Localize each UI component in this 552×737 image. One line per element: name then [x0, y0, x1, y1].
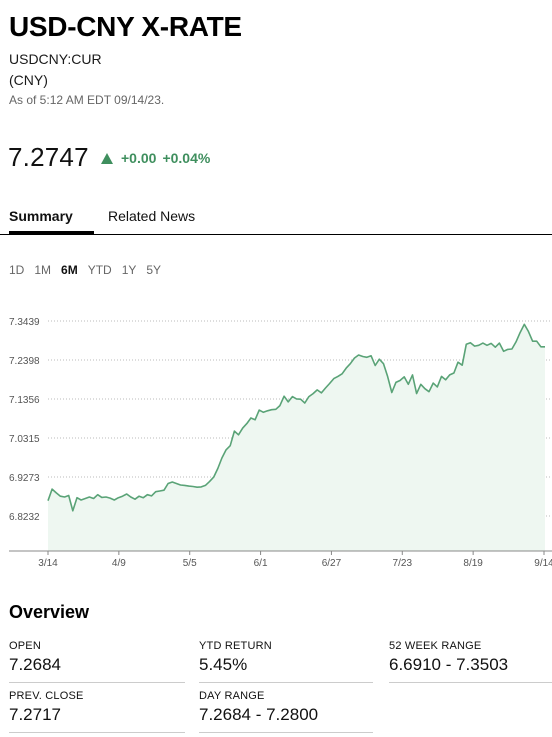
- overview-title: Overview: [9, 602, 90, 622]
- active-tab-indicator: [9, 231, 94, 234]
- stat-value: 7.2717: [9, 705, 61, 724]
- stat-label: YTD RETURN: [199, 640, 272, 652]
- series-area-fill: [48, 324, 545, 551]
- stat-label: DAY RANGE: [199, 690, 265, 702]
- y-tick-label: 6.8232: [9, 512, 40, 523]
- x-tick-label: 5/5: [183, 558, 197, 569]
- divider: [199, 682, 373, 683]
- tab-related-news[interactable]: Related News: [108, 208, 196, 224]
- range-1y[interactable]: 1Y: [121, 263, 137, 277]
- range-ytd[interactable]: YTD: [87, 263, 112, 277]
- y-tick-label: 7.1356: [9, 395, 40, 406]
- stat-value: 7.2684: [9, 655, 61, 674]
- page-title: USD-CNY X-RATE: [9, 11, 242, 42]
- x-tick-label: 6/27: [322, 558, 342, 569]
- triangle-up-icon: [101, 152, 113, 164]
- current-price: 7.2747: [8, 142, 89, 172]
- price-change: +0.00 +0.04%: [101, 150, 210, 166]
- stat-value: 7.2684 - 7.2800: [199, 705, 319, 724]
- divider: [9, 732, 185, 733]
- stat-label: PREV. CLOSE: [9, 690, 84, 702]
- tab-summary[interactable]: Summary: [9, 208, 73, 224]
- x-tick-label: 8/19: [463, 558, 483, 569]
- x-tick-label: 3/14: [38, 558, 58, 569]
- stat-value: 5.45%: [199, 655, 248, 674]
- x-tick-label: 9/14: [534, 558, 552, 569]
- range-1m[interactable]: 1M: [34, 263, 52, 277]
- y-tick-label: 6.9273: [9, 473, 40, 484]
- range-5y[interactable]: 5Y: [146, 263, 162, 277]
- divider: [199, 732, 373, 733]
- range-selector: 1D 1M 6M YTD 1Y 5Y: [9, 263, 171, 277]
- chart-series: [47, 323, 545, 551]
- x-axis-labels: 3/14 4/9 5/5 6/1 6/27 7/23 8/19 9/14: [38, 551, 552, 569]
- range-6m[interactable]: 6M: [61, 263, 78, 277]
- range-1d[interactable]: 1D: [9, 263, 25, 277]
- change-value: +0.00: [121, 150, 157, 166]
- y-tick-label: 7.0315: [9, 434, 40, 445]
- stat-label: OPEN: [9, 640, 41, 652]
- x-tick-label: 7/23: [393, 558, 413, 569]
- stat-label: 52 WEEK RANGE: [389, 640, 482, 652]
- divider: [9, 682, 185, 683]
- x-tick-label: 4/9: [112, 558, 126, 569]
- tab-bar: Summary Related News: [0, 200, 552, 235]
- y-tick-label: 7.2398: [9, 356, 40, 367]
- stat-value: 6.6910 - 7.3503: [389, 655, 509, 674]
- series-line: [47, 323, 545, 512]
- price-chart[interactable]: 7.3439 7.2398 7.1356 7.0315 6.9273 6.8232 3/1…: [0, 300, 552, 580]
- change-percent: +0.04%: [162, 150, 211, 166]
- y-tick-label: 7.3439: [9, 317, 40, 328]
- divider: [389, 682, 552, 683]
- x-tick-label: 6/1: [254, 558, 268, 569]
- y-axis-labels: 7.3439 7.2398 7.1356 7.0315 6.9273 6.8232: [9, 317, 40, 523]
- currency-label: (CNY): [9, 72, 48, 88]
- as-of-timestamp: As of 5:12 AM EDT 09/14/23.: [9, 93, 165, 107]
- ticker-symbol: USDCNY:CUR: [9, 51, 102, 67]
